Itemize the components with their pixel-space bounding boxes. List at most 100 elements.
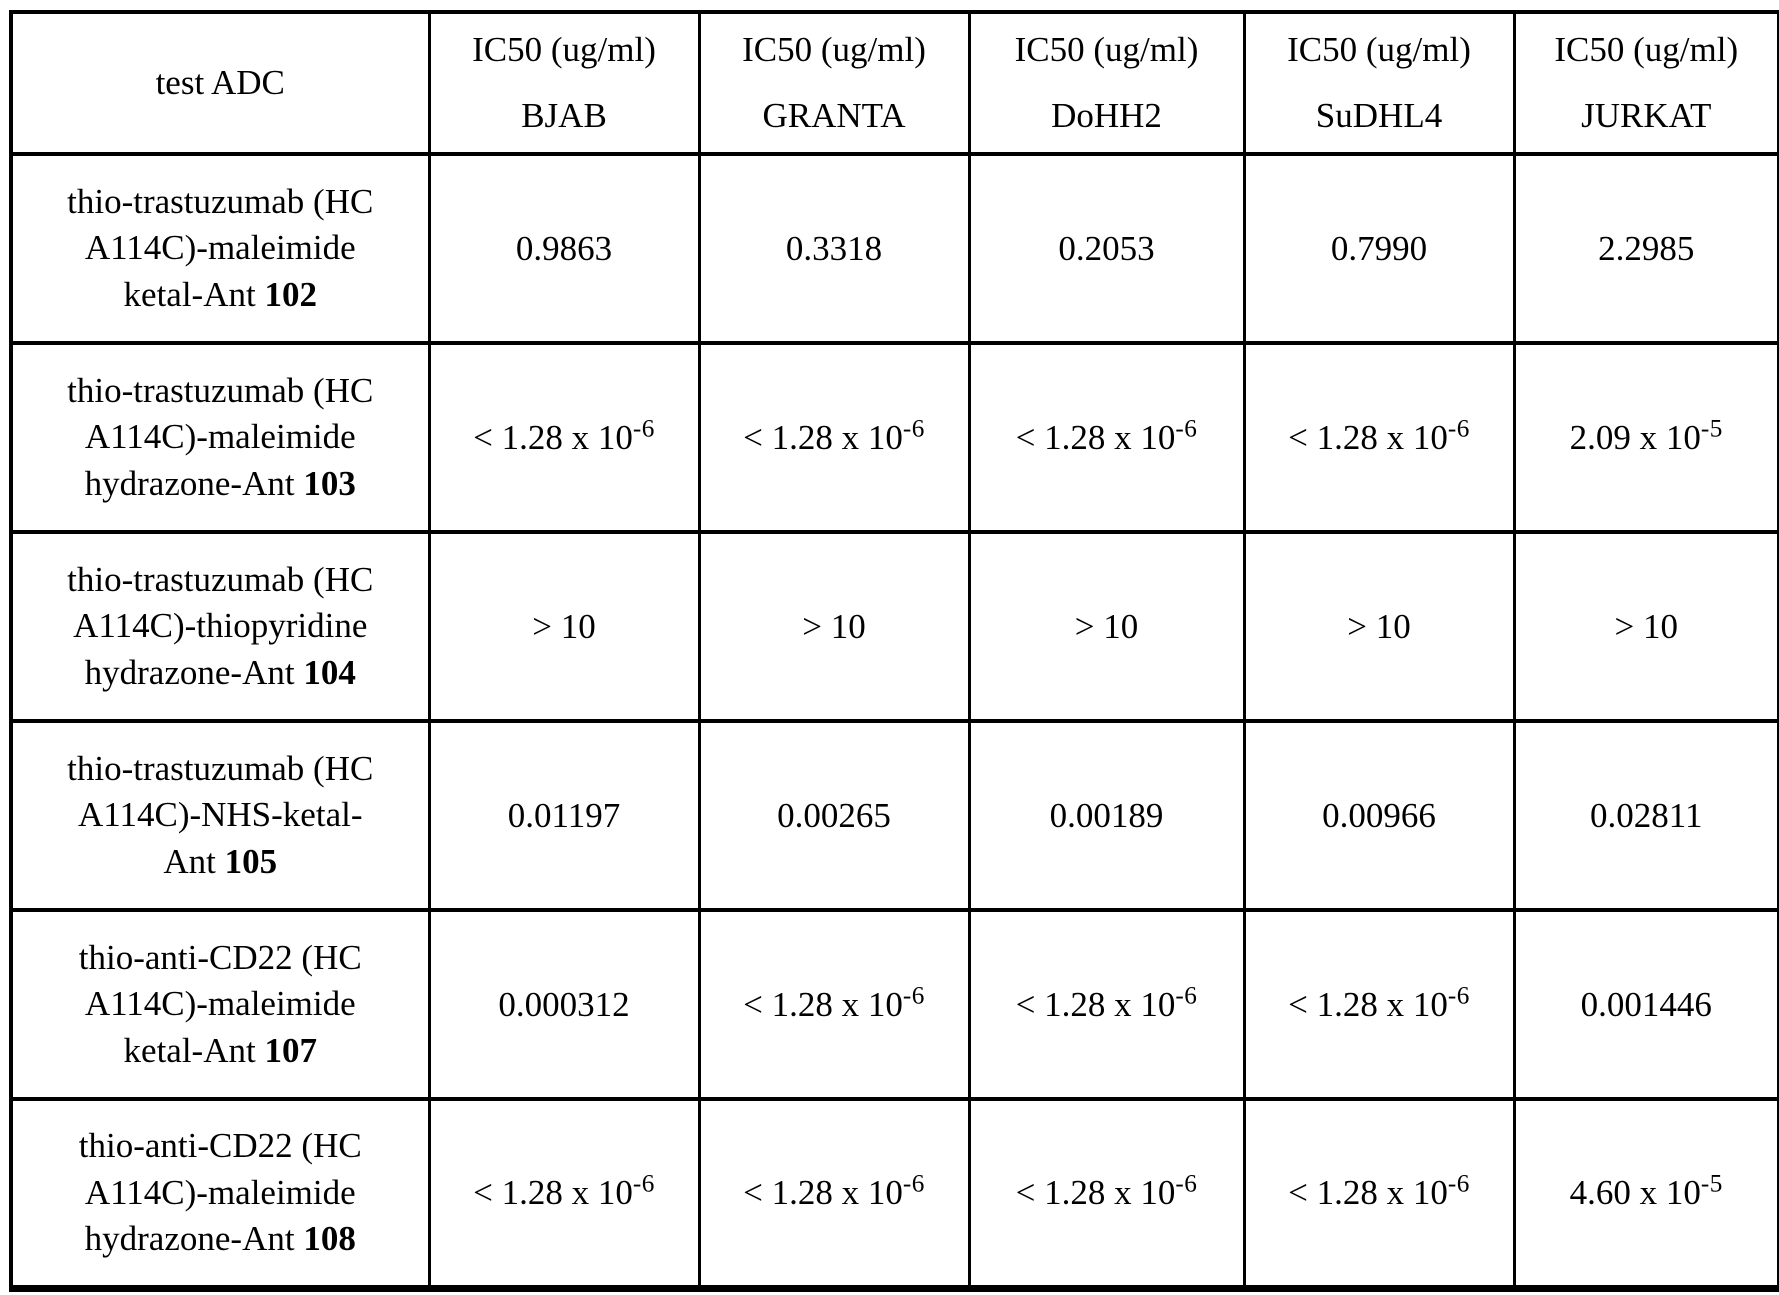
ic50-unit-label: IC50 (ug/ml) xyxy=(472,30,656,69)
adc-name-cell: thio-anti-CD22 (HC A114C)-maleimide hydr… xyxy=(9,1097,431,1290)
ic50-cell: 0.3318 xyxy=(697,152,971,345)
adc-name-cell: thio-trastuzumab (HC A114C)-NHS-ketal- A… xyxy=(9,719,431,912)
ic50-cell: 0.000312 xyxy=(427,908,701,1101)
ic50-value: < 1.28 x 10 xyxy=(473,1172,633,1212)
ic50-value: 0.00265 xyxy=(777,795,891,835)
table-row-adc-102: thio-trastuzumab (HC A114C)-maleimide ke… xyxy=(9,152,1779,345)
ic50-exponent: -6 xyxy=(902,981,925,1009)
test-adc-label: test ADC xyxy=(155,63,285,102)
ic50-value: > 10 xyxy=(1614,606,1679,646)
table-row-adc-105: thio-trastuzumab (HC A114C)-NHS-ketal- A… xyxy=(9,719,1779,912)
ic50-cell: < 1.28 x 10-6 xyxy=(967,341,1246,534)
ic50-value: < 1.28 x 10 xyxy=(1015,1172,1176,1212)
ic50-exponent: -5 xyxy=(1700,1170,1723,1198)
ic50-value: 0.00966 xyxy=(1322,795,1436,835)
ic50-value: < 1.28 x 10 xyxy=(1015,984,1176,1024)
compound-number: 107 xyxy=(264,1030,317,1070)
cell-line-label: SuDHL4 xyxy=(1315,96,1443,135)
ic50-exponent: -6 xyxy=(1175,1170,1198,1198)
table-row-adc-103: thio-trastuzumab (HC A114C)-maleimide hy… xyxy=(9,341,1779,534)
ic50-value: < 1.28 x 10 xyxy=(743,417,903,457)
ic50-cell: 0.00265 xyxy=(697,719,971,912)
header-cell-bjab: IC50 (ug/ml) BJAB xyxy=(427,10,701,156)
ic50-value: 4.60 x 10 xyxy=(1569,1172,1701,1212)
cell-line-label: GRANTA xyxy=(762,96,906,135)
adc-name-cell: thio-trastuzumab (HC A114C)-thiopyridine… xyxy=(9,530,431,723)
ic50-cell: < 1.28 x 10-6 xyxy=(967,908,1246,1101)
ic50-cell: < 1.28 x 10-6 xyxy=(697,908,971,1101)
ic50-value: < 1.28 x 10 xyxy=(1015,417,1176,457)
ic50-value: 0.000312 xyxy=(498,984,630,1024)
ic50-value: > 10 xyxy=(1347,606,1411,646)
ic50-cell: < 1.28 x 10-6 xyxy=(427,341,701,534)
ic50-cell: > 10 xyxy=(1242,530,1516,723)
ic50-value: > 10 xyxy=(532,606,596,646)
adc-name: thio-trastuzumab (HC A114C)-thiopyridine… xyxy=(67,560,374,692)
adc-name: thio-trastuzumab (HC A114C)-maleimide hy… xyxy=(67,371,374,503)
table-row-adc-108: thio-anti-CD22 (HC A114C)-maleimide hydr… xyxy=(9,1097,1779,1290)
ic50-exponent: -6 xyxy=(1447,414,1470,442)
ic50-cell: > 10 xyxy=(967,530,1246,723)
ic50-value: 0.2053 xyxy=(1058,228,1155,268)
ic50-cell: 0.00189 xyxy=(967,719,1246,912)
cell-line-label: DoHH2 xyxy=(1051,96,1162,135)
ic50-value: 0.3318 xyxy=(785,228,883,268)
ic50-value: < 1.28 x 10 xyxy=(1288,417,1448,457)
compound-number: 108 xyxy=(303,1218,356,1258)
adc-name-cell: thio-anti-CD22 (HC A114C)-maleimide keta… xyxy=(9,908,431,1101)
ic50-value: < 1.28 x 10 xyxy=(1288,1172,1448,1212)
compound-number: 103 xyxy=(303,463,356,503)
ic50-cell: 4.60 x 10-5 xyxy=(1512,1097,1779,1290)
ic50-cell: 0.02811 xyxy=(1512,719,1779,912)
table-row-adc-107: thio-anti-CD22 (HC A114C)-maleimide keta… xyxy=(9,908,1779,1101)
ic50-unit-label: IC50 (ug/ml) xyxy=(1014,30,1199,69)
ic50-cell: 0.001446 xyxy=(1512,908,1779,1101)
ic50-cell: < 1.28 x 10-6 xyxy=(697,341,971,534)
ic50-exponent: -6 xyxy=(632,414,655,442)
adc-name: thio-trastuzumab (HC A114C)-NHS-ketal- A… xyxy=(67,749,374,881)
ic50-value: 0.7990 xyxy=(1330,228,1428,268)
ic50-cell: 0.7990 xyxy=(1242,152,1516,345)
ic50-value: < 1.28 x 10 xyxy=(743,984,903,1024)
ic50-value: > 10 xyxy=(1074,606,1139,646)
ic50-value: 0.00189 xyxy=(1049,795,1164,835)
ic50-cell: < 1.28 x 10-6 xyxy=(1242,908,1516,1101)
adc-name: thio-anti-CD22 (HC A114C)-maleimide hydr… xyxy=(78,1126,362,1258)
adc-name-cell: thio-trastuzumab (HC A114C)-maleimide hy… xyxy=(9,341,431,534)
header-row: test ADC IC50 (ug/ml) BJAB IC50 (ug/ml) … xyxy=(9,10,1779,156)
ic50-cell: 0.2053 xyxy=(967,152,1246,345)
ic50-cell: 0.01197 xyxy=(427,719,701,912)
ic50-value: < 1.28 x 10 xyxy=(743,1172,903,1212)
ic50-cell: < 1.28 x 10-6 xyxy=(967,1097,1246,1290)
ic50-cell: 0.9863 xyxy=(427,152,701,345)
ic50-exponent: -6 xyxy=(632,1170,655,1198)
ic50-cell: < 1.28 x 10-6 xyxy=(697,1097,971,1290)
ic50-cell: > 10 xyxy=(697,530,971,723)
ic50-cell: 2.09 x 10-5 xyxy=(1512,341,1779,534)
ic50-cell: > 10 xyxy=(1512,530,1779,723)
ic50-value: 2.2985 xyxy=(1598,228,1695,268)
header-cell-sudhl4: IC50 (ug/ml) SuDHL4 xyxy=(1242,10,1516,156)
ic50-exponent: -6 xyxy=(902,1170,925,1198)
ic50-exponent: -6 xyxy=(902,414,925,442)
table-row-adc-104: thio-trastuzumab (HC A114C)-thiopyridine… xyxy=(9,530,1779,723)
ic50-exponent: -6 xyxy=(1447,1170,1470,1198)
compound-number: 102 xyxy=(264,274,317,314)
ic50-unit-label: IC50 (ug/ml) xyxy=(742,30,926,69)
ic50-cell: < 1.28 x 10-6 xyxy=(427,1097,701,1290)
adc-name: thio-trastuzumab (HC A114C)-maleimide ke… xyxy=(67,182,374,314)
ic50-cell: > 10 xyxy=(427,530,701,723)
ic50-value: 0.02811 xyxy=(1590,795,1703,835)
ic50-unit-label: IC50 (ug/ml) xyxy=(1554,30,1739,69)
ic50-value: 0.001446 xyxy=(1580,984,1712,1024)
ic50-exponent: -5 xyxy=(1700,414,1723,442)
adc-name-cell: thio-trastuzumab (HC A114C)-maleimide ke… xyxy=(9,152,431,345)
ic50-value: < 1.28 x 10 xyxy=(1288,984,1448,1024)
header-cell-jurkat: IC50 (ug/ml) JURKAT xyxy=(1512,10,1779,156)
ic50-unit-label: IC50 (ug/ml) xyxy=(1287,30,1471,69)
compound-number: 105 xyxy=(224,841,278,881)
ic50-value: 0.9863 xyxy=(515,228,613,268)
ic50-exponent: -6 xyxy=(1175,981,1198,1009)
ic50-cell: 2.2985 xyxy=(1512,152,1779,345)
